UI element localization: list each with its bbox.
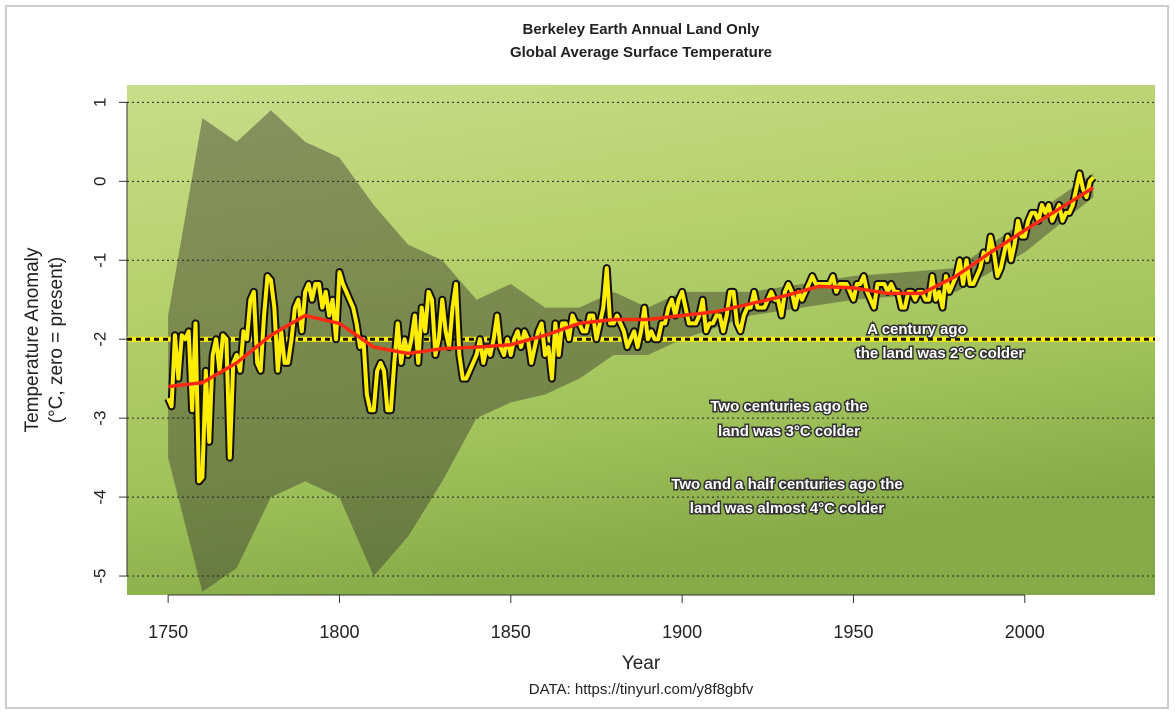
x-tick-label: 1800	[319, 622, 359, 642]
y-axis-label: Temperature Anomaly	[22, 247, 43, 432]
smooth-line	[167, 186, 1095, 389]
x-tick-label: 2000	[1005, 622, 1045, 642]
annotation: land was almost 4°C colder	[690, 500, 885, 517]
y-tick-label: 0	[90, 177, 109, 186]
x-axis-label: Year	[622, 653, 661, 674]
y-tick-label: -1	[90, 253, 109, 268]
y-tick-label: -2	[90, 332, 109, 347]
x-tick-label: 1850	[491, 622, 531, 642]
annual-line	[166, 171, 1095, 484]
chart-subtitle: Global Average Surface Temperature	[510, 44, 772, 61]
x-tick-label: 1950	[833, 622, 873, 642]
annotation: the land was 2°C colder	[856, 345, 1025, 362]
x-tick-label: 1900	[662, 622, 702, 642]
annotation: A century ago	[867, 321, 966, 338]
y-tick-label: -5	[90, 568, 109, 583]
chart-title: Berkeley Earth Annual Land Only	[522, 21, 760, 38]
y-tick-label: -4	[90, 490, 109, 505]
annotation: Two centuries ago the	[710, 398, 867, 415]
annotation: Two and a half centuries ago the	[671, 476, 902, 493]
y-tick-label: -3	[90, 411, 109, 426]
annotation: land was 3°C colder	[718, 423, 860, 440]
uncertainty-band	[168, 110, 1094, 592]
x-tick-label: 1750	[148, 622, 188, 642]
y-axis-label-sub: (°C, zero = present)	[46, 257, 67, 424]
y-tick-label: 1	[90, 98, 109, 107]
source: DATA: https://tinyurl.com/y8f8gbfv	[529, 681, 754, 698]
